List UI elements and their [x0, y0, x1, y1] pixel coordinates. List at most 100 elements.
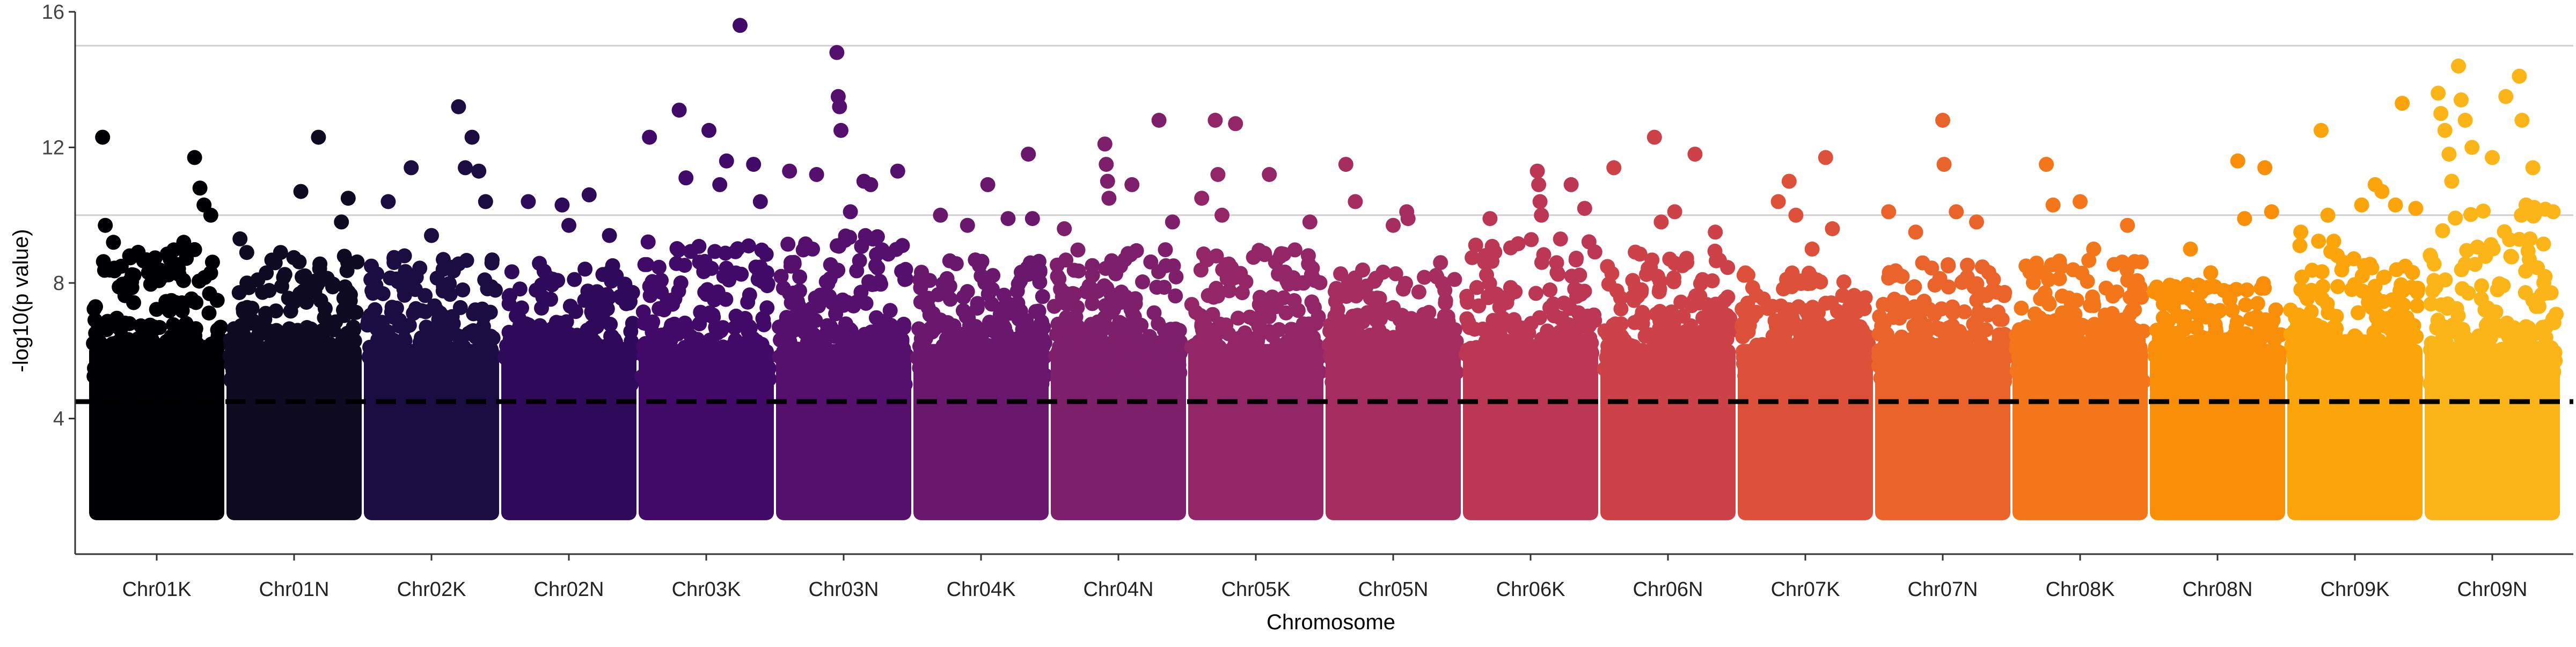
top-point	[843, 204, 858, 220]
top-point	[2230, 153, 2245, 169]
data-point	[2052, 271, 2067, 287]
data-point	[1329, 281, 1344, 296]
data-point	[1861, 336, 1876, 352]
data-point	[2536, 236, 2551, 252]
data-point	[2476, 203, 2491, 219]
data-point	[996, 287, 1012, 303]
data-point	[384, 304, 399, 320]
data-point	[820, 276, 836, 291]
data-point	[2423, 296, 2439, 312]
data-point	[1752, 349, 1768, 365]
data-point	[2477, 302, 2493, 318]
series-chr07k	[1735, 150, 1876, 520]
data-point	[2292, 238, 2308, 253]
data-point	[1032, 319, 1048, 335]
top-point	[471, 163, 487, 179]
data-point	[514, 300, 529, 316]
data-point	[1583, 343, 1599, 358]
data-point	[570, 331, 586, 346]
x-tick-label: Chr08N	[2183, 578, 2253, 601]
data-point	[1621, 346, 1637, 361]
data-point	[1503, 280, 1518, 295]
data-point	[983, 318, 998, 333]
data-point	[1917, 318, 1933, 334]
data-point	[835, 353, 851, 368]
data-point	[1304, 327, 1319, 343]
data-point	[2478, 249, 2493, 264]
data-point	[1737, 368, 1753, 383]
data-point	[1791, 335, 1807, 350]
data-point	[2090, 338, 2106, 353]
data-point	[396, 281, 412, 297]
data-point	[1924, 260, 1940, 276]
data-point	[1459, 288, 1475, 304]
data-point	[185, 293, 200, 309]
data-point	[1107, 374, 1122, 389]
top-point	[1653, 214, 1669, 230]
top-point	[2237, 211, 2252, 227]
top-point	[733, 18, 748, 33]
data-point	[1168, 343, 1184, 359]
top-point	[2388, 197, 2403, 213]
data-point	[283, 364, 298, 380]
data-point	[603, 329, 618, 344]
data-point	[873, 277, 889, 292]
data-point	[1255, 302, 1270, 318]
data-point	[2012, 359, 2028, 374]
data-point	[1534, 358, 1550, 374]
data-point	[625, 285, 640, 300]
data-point	[1247, 336, 1262, 351]
top-point	[2183, 241, 2198, 257]
data-point	[1945, 318, 1960, 333]
data-point	[1556, 365, 1571, 380]
data-point	[2499, 315, 2515, 331]
data-point	[637, 257, 653, 272]
data-point	[895, 238, 910, 253]
top-point	[2045, 197, 2061, 213]
data-point	[1959, 271, 1975, 287]
point-mass	[1188, 344, 1323, 520]
data-point	[1123, 247, 1138, 263]
data-point	[1515, 348, 1531, 364]
data-point	[1989, 285, 2005, 300]
data-point	[1192, 358, 1208, 374]
series-chr06k	[1459, 163, 1602, 520]
top-point	[1646, 129, 1662, 145]
top-point	[1194, 191, 1210, 206]
data-point	[1945, 305, 1960, 321]
data-point	[2520, 243, 2536, 259]
data-point	[2345, 337, 2361, 352]
data-point	[1820, 368, 1836, 383]
data-point	[1276, 290, 1291, 306]
y-tick-label: 16	[42, 1, 64, 24]
data-point	[1420, 359, 1436, 375]
data-point	[2132, 280, 2148, 295]
data-point	[228, 356, 244, 372]
top-point	[2514, 113, 2530, 128]
data-point	[2219, 376, 2235, 392]
data-point	[1849, 304, 1864, 319]
data-point	[1720, 289, 1736, 305]
data-point	[1524, 232, 1539, 248]
top-point	[2264, 204, 2279, 220]
top-point	[1606, 160, 1622, 176]
data-point	[1927, 307, 1942, 322]
top-point	[2498, 89, 2514, 104]
data-point	[1798, 350, 1814, 365]
data-point	[2344, 282, 2360, 297]
data-point	[426, 362, 441, 378]
data-point	[534, 300, 549, 316]
data-point	[2537, 269, 2553, 284]
data-point	[339, 263, 355, 278]
top-point	[782, 163, 797, 179]
data-point	[223, 373, 239, 388]
data-point	[965, 370, 980, 386]
data-point	[1955, 373, 1971, 389]
data-point	[1447, 272, 1462, 287]
data-point	[1078, 284, 1094, 299]
data-point	[2426, 256, 2442, 272]
data-point	[2466, 373, 2482, 388]
data-point	[1765, 299, 1780, 314]
data-point	[1257, 245, 1272, 261]
data-point	[2330, 364, 2345, 379]
